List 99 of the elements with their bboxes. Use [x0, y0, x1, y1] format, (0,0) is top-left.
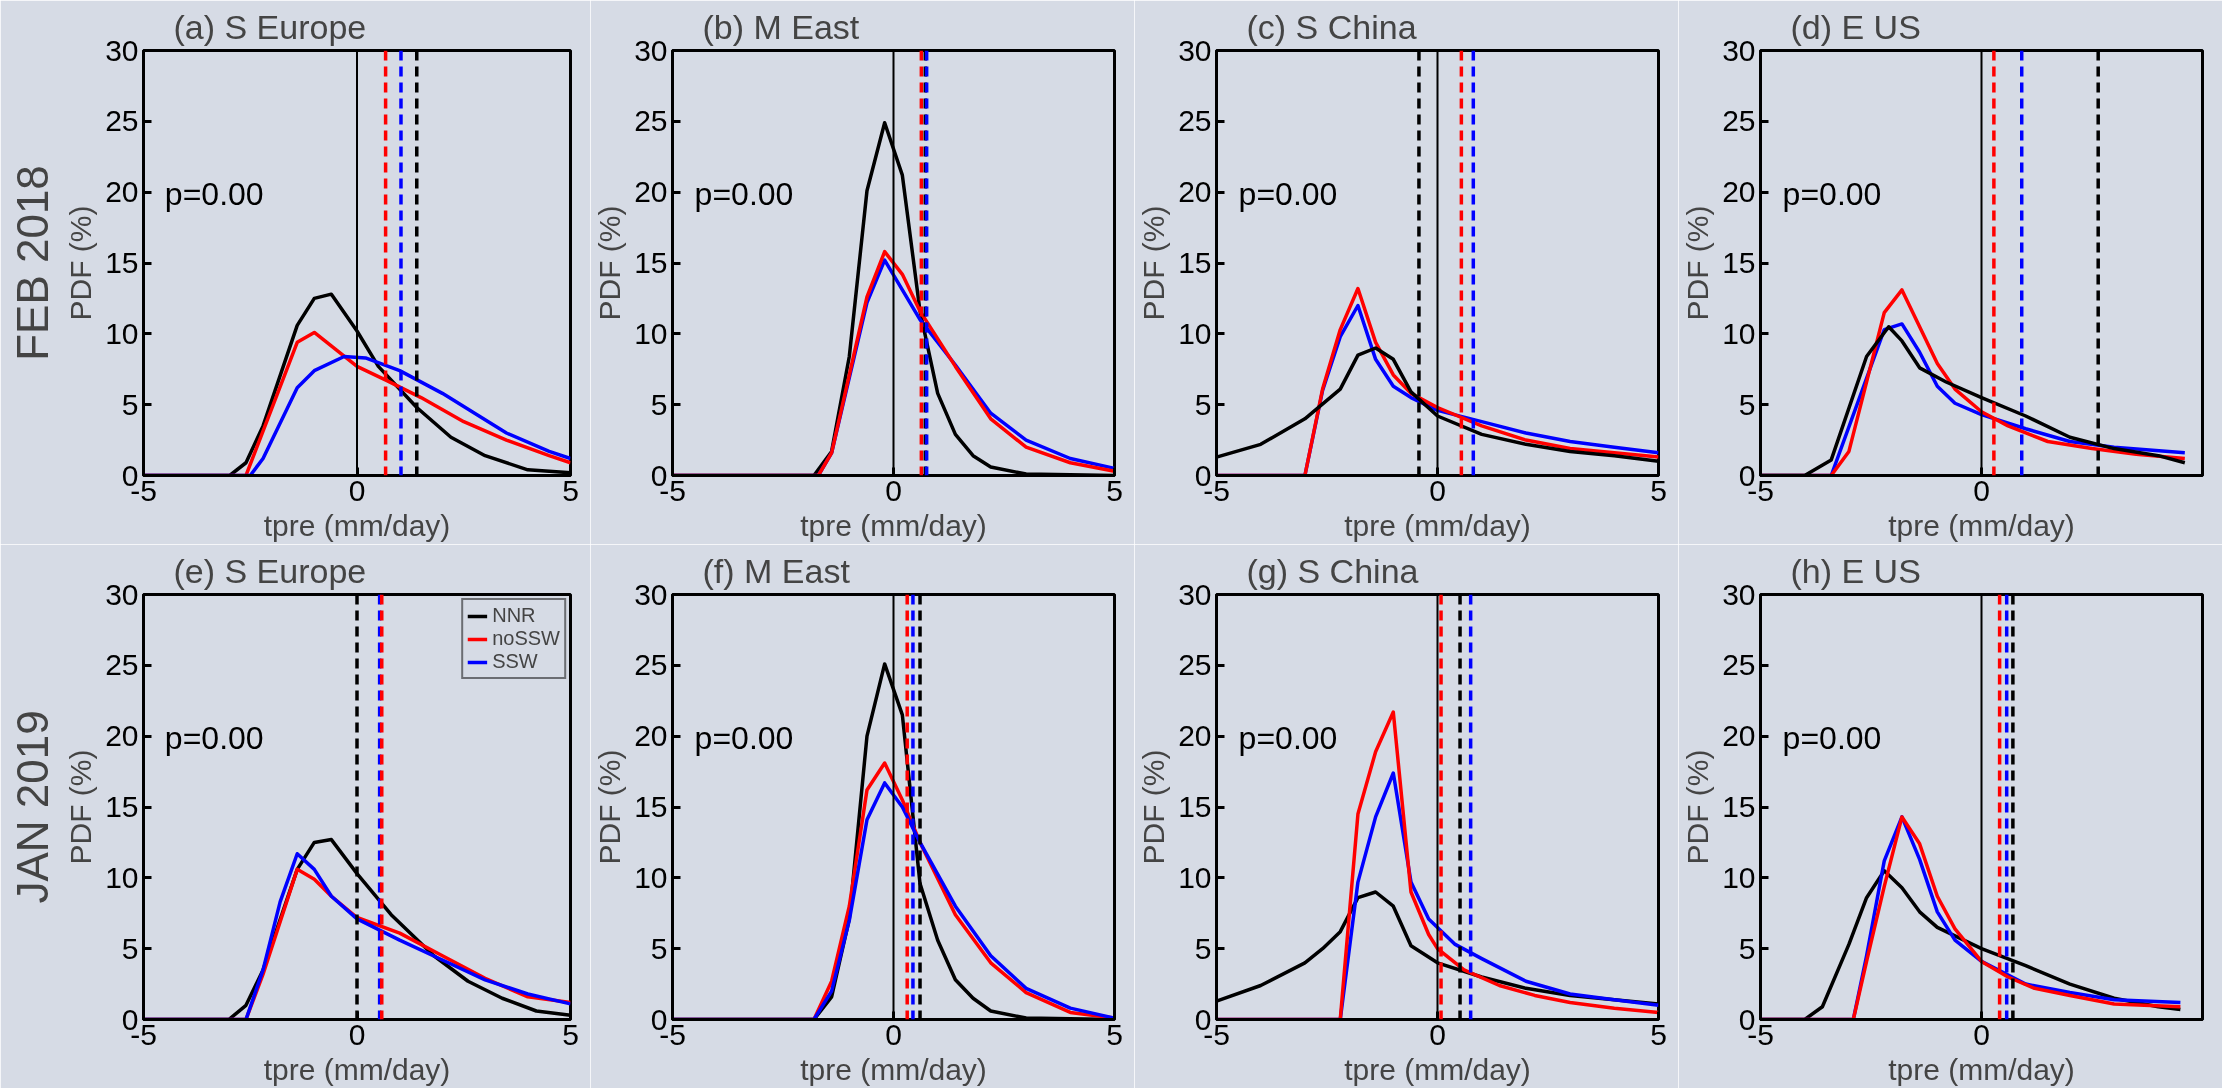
y-tick-label: 10 [1178, 860, 1212, 894]
x-axis-title: tpre (mm/day) [1888, 1052, 2075, 1086]
y-axis-title: PDF (%) [593, 749, 627, 865]
annotation: p=0.00 [694, 720, 794, 756]
y-tick-label: 15 [105, 790, 139, 823]
y-tick-label: 30 [105, 577, 139, 611]
text: JAN 2019 [7, 710, 57, 904]
chart-title: (a) S Europe [173, 7, 367, 46]
y-tick-label: 20 [105, 719, 139, 753]
x-axis-title: tpre (mm/day) [1888, 508, 2075, 542]
x-tick-label: 0 [348, 473, 366, 507]
legend-label: noSSW [492, 627, 560, 650]
y-axis-title: PDF (%) [1681, 749, 1715, 865]
chart-title: (b) M East [702, 7, 860, 46]
legend-label: SSW [492, 650, 538, 673]
text: FEB 2018 [7, 165, 57, 361]
y-tick-label: 25 [105, 104, 139, 138]
y-tick-label: 30 [1178, 577, 1212, 611]
y-tick-label: 10 [1722, 860, 1756, 894]
legend-label: NNR [492, 604, 536, 627]
y-tick-label: 15 [634, 246, 668, 279]
y-tick-label: 10 [634, 316, 668, 350]
x-tick-label: 0 [885, 473, 902, 507]
y-tick-label: 20 [634, 175, 668, 209]
y-tick-label: 5 [650, 387, 668, 421]
y-tick-label: 30 [634, 33, 668, 67]
y-tick-label: 15 [1722, 246, 1756, 279]
y-tick-label: 5 [650, 931, 668, 965]
y-tick-label: 25 [1178, 648, 1212, 682]
y-tick-label: 25 [634, 648, 668, 682]
x-tick-label: 5 [1650, 1017, 1667, 1051]
y-tick-label: 30 [1722, 577, 1756, 611]
y-tick-label: 5 [1738, 931, 1756, 965]
y-tick-label: 15 [1178, 790, 1212, 823]
x-tick-label: 5 [1106, 473, 1123, 507]
chart-title: (f) M East [702, 551, 851, 590]
annotation: p=0.00 [1238, 176, 1338, 212]
y-axis-title: PDF (%) [1137, 749, 1171, 865]
y-tick-label: 5 [1738, 387, 1756, 421]
y-axis-title: PDF (%) [593, 205, 627, 321]
x-axis-title: tpre (mm/day) [1344, 508, 1531, 542]
y-tick-label: 30 [1178, 33, 1212, 67]
chart-title: (c) S China [1246, 7, 1417, 46]
y-tick-label: 15 [634, 790, 668, 823]
annotation: p=0.00 [164, 720, 264, 756]
x-tick-label: 0 [885, 1017, 902, 1051]
y-tick-label: 20 [105, 175, 139, 209]
x-tick-label: 5 [1106, 1017, 1123, 1051]
y-tick-label: 10 [634, 860, 668, 894]
y-tick-label: 5 [1194, 931, 1212, 965]
chart-title: (d) E US [1790, 7, 1921, 46]
y-tick-label: 15 [105, 246, 139, 279]
x-axis-title: tpre (mm/day) [1344, 1052, 1531, 1086]
x-axis-title: tpre (mm/day) [800, 508, 987, 542]
y-tick-label: 25 [1178, 104, 1212, 138]
y-tick-label: 25 [1722, 104, 1756, 138]
annotation: p=0.00 [164, 176, 264, 212]
y-tick-label: 30 [105, 33, 139, 67]
y-tick-label: 25 [105, 648, 139, 682]
x-axis-title: tpre (mm/day) [800, 1052, 987, 1086]
y-tick-label: 5 [1194, 387, 1212, 421]
y-axis-title: PDF (%) [1681, 205, 1715, 321]
x-tick-label: 0 [1973, 473, 1990, 507]
y-tick-label: 20 [1722, 175, 1756, 209]
y-tick-label: 10 [1178, 316, 1212, 350]
chart-title: (h) E US [1790, 551, 1921, 590]
y-tick-label: 10 [105, 860, 139, 894]
y-tick-label: 10 [105, 316, 139, 350]
y-tick-label: 10 [1722, 316, 1756, 350]
y-tick-label: 5 [121, 387, 139, 421]
annotation: p=0.00 [1782, 176, 1882, 212]
y-tick-label: 25 [634, 104, 668, 138]
y-tick-label: 5 [121, 931, 139, 965]
y-tick-label: 20 [1178, 175, 1212, 209]
y-axis-title: PDF (%) [1137, 205, 1171, 321]
y-tick-label: 15 [1722, 790, 1756, 823]
x-axis-title: tpre (mm/day) [263, 508, 451, 542]
x-tick-label: 0 [1973, 1017, 1990, 1051]
annotation: p=0.00 [1782, 720, 1882, 756]
x-tick-label: 0 [1429, 473, 1446, 507]
y-tick-label: 25 [1722, 648, 1756, 682]
annotation: p=0.00 [694, 176, 794, 212]
annotation: p=0.00 [1238, 720, 1338, 756]
x-tick-label: 5 [562, 1017, 579, 1051]
y-axis-title: PDF (%) [64, 749, 98, 865]
chart-title: (e) S Europe [173, 551, 367, 590]
y-tick-label: 30 [634, 577, 668, 611]
x-tick-label: 5 [562, 473, 579, 507]
y-tick-label: 20 [634, 719, 668, 753]
chart-title: (g) S China [1246, 551, 1419, 590]
y-tick-label: 15 [1178, 246, 1212, 279]
y-axis-title: PDF (%) [64, 205, 98, 321]
x-tick-label: 0 [1429, 1017, 1446, 1051]
y-tick-label: 30 [1722, 33, 1756, 67]
y-tick-label: 20 [1178, 719, 1212, 753]
x-tick-label: 5 [1650, 473, 1667, 507]
y-tick-label: 20 [1722, 719, 1756, 753]
x-axis-title: tpre (mm/day) [263, 1052, 451, 1086]
x-tick-label: 0 [348, 1017, 366, 1051]
